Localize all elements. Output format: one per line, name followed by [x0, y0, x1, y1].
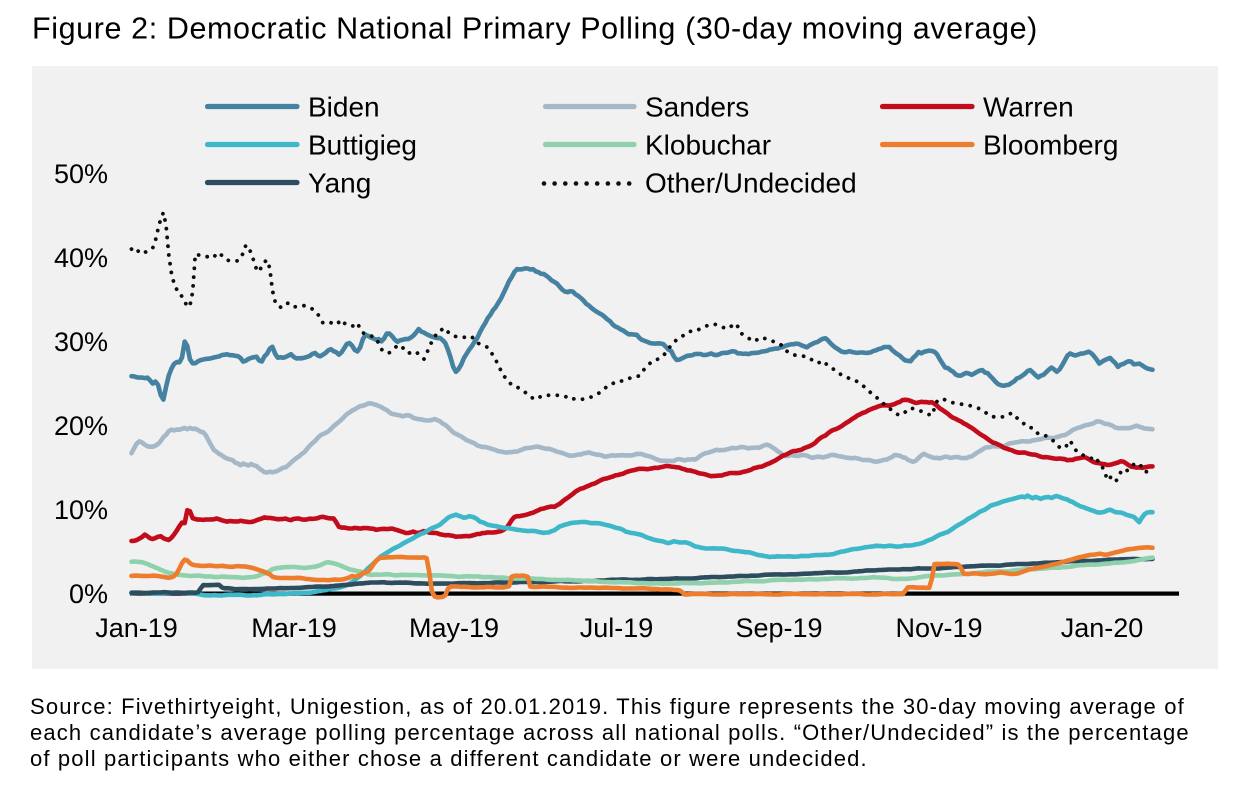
svg-text:of poll participants who eithe: of poll participants who either chose a …	[30, 746, 868, 771]
svg-text:each candidate’s average polli: each candidate’s average polling percent…	[30, 720, 1190, 745]
svg-text:Other/Undecided: Other/Undecided	[645, 168, 857, 199]
svg-text:Source: Fivethirtyeight, Unige: Source: Fivethirtyeight, Unigestion, as …	[30, 694, 1185, 719]
svg-text:Biden: Biden	[308, 92, 380, 123]
svg-text:Warren: Warren	[983, 92, 1074, 123]
svg-text:Jul-19: Jul-19	[580, 613, 654, 643]
svg-text:0%: 0%	[69, 579, 108, 609]
svg-text:20%: 20%	[54, 411, 108, 441]
svg-text:40%: 40%	[54, 243, 108, 273]
svg-text:Bloomberg: Bloomberg	[983, 130, 1118, 161]
svg-text:30%: 30%	[54, 327, 108, 357]
svg-text:Sep-19: Sep-19	[735, 613, 822, 643]
svg-text:10%: 10%	[54, 495, 108, 525]
svg-text:Yang: Yang	[308, 168, 371, 199]
svg-text:Jan-20: Jan-20	[1061, 613, 1144, 643]
svg-text:Sanders: Sanders	[645, 92, 749, 123]
svg-text:Jan-19: Jan-19	[95, 613, 178, 643]
svg-text:Figure 2: Democratic National: Figure 2: Democratic National Primary Po…	[32, 12, 1038, 46]
svg-text:50%: 50%	[54, 159, 108, 189]
svg-text:Klobuchar: Klobuchar	[645, 130, 771, 161]
svg-text:May-19: May-19	[409, 613, 499, 643]
svg-text:Buttigieg: Buttigieg	[308, 130, 417, 161]
svg-text:Mar-19: Mar-19	[251, 613, 337, 643]
svg-text:Nov-19: Nov-19	[895, 613, 982, 643]
